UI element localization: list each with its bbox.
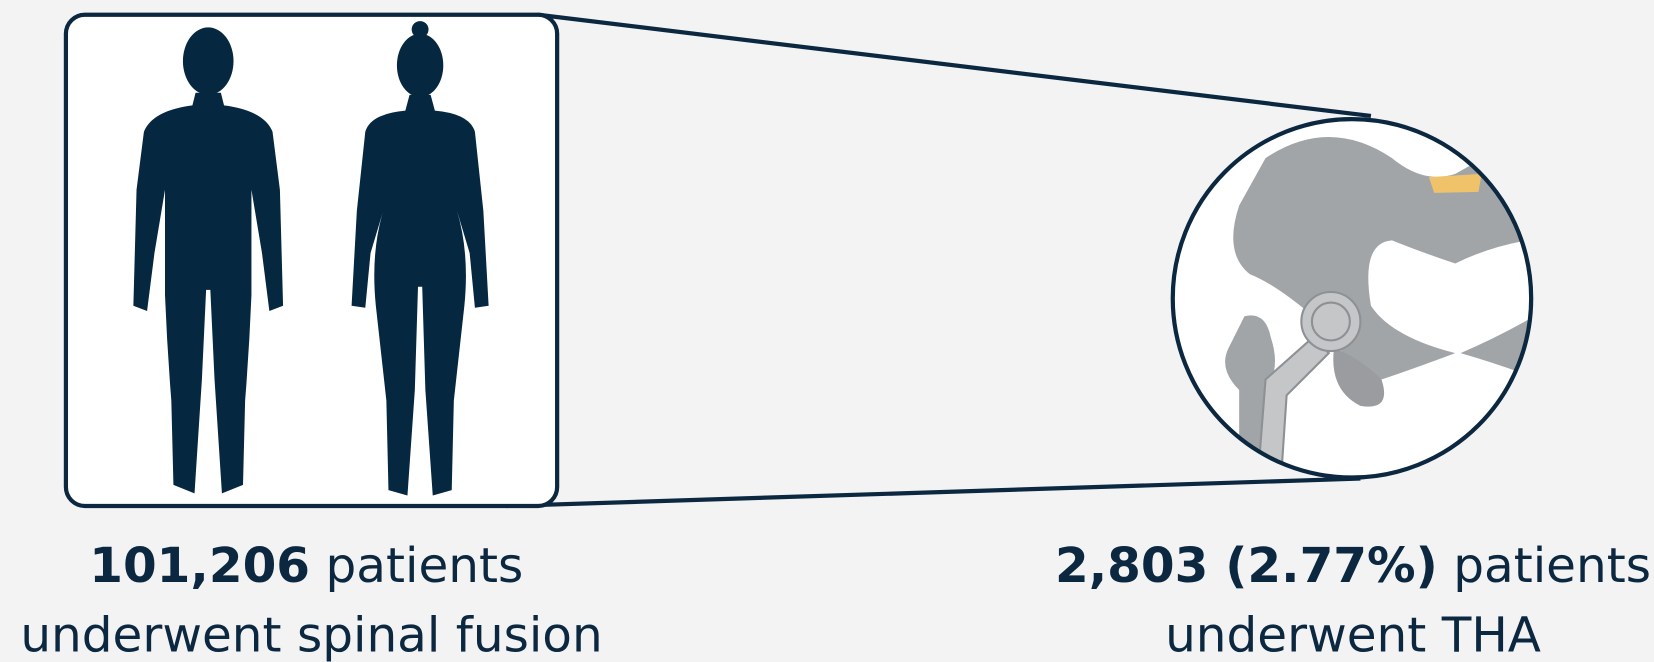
right-caption-line2: underwent THA	[1165, 607, 1541, 662]
left-caption-line2: underwent spinal fusion	[20, 607, 602, 662]
zoom-line-top	[537, 12, 1372, 119]
zoom-line-bottom	[506, 476, 1361, 509]
hip-illustration	[1225, 126, 1532, 478]
right-caption-line1: 2,803 (2.77%) patients	[1055, 538, 1651, 594]
left-caption-line1: 101,206 patients	[89, 538, 523, 594]
woman-silhouette	[351, 21, 489, 496]
right-text: patients	[1453, 538, 1651, 594]
left-text: patients	[325, 538, 523, 594]
left-count: 101,206	[89, 538, 310, 594]
right-count: 2,803 (2.77%)	[1055, 538, 1438, 594]
man-silhouette	[133, 27, 284, 494]
zoom-circle-border	[1170, 117, 1534, 480]
